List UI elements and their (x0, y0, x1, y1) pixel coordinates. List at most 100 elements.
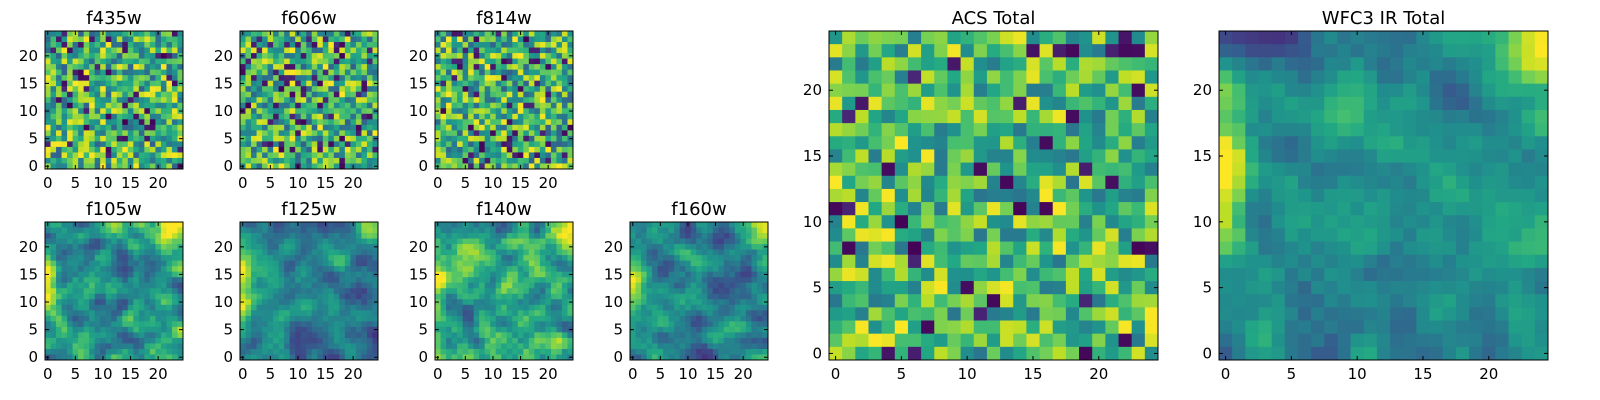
heatmap-cell (133, 146, 140, 153)
heatmap-cell (440, 326, 447, 333)
heatmap-cell (446, 75, 452, 82)
heatmap-cell (284, 238, 291, 245)
heatmap-cell (322, 141, 329, 148)
heatmap-cell (50, 343, 57, 350)
heatmap-cell (322, 277, 329, 284)
heatmap-cell (273, 222, 280, 228)
heatmap-cell (545, 233, 552, 239)
heatmap-cell (133, 277, 140, 284)
heatmap-cell (446, 146, 452, 153)
heatmap-cell (171, 222, 178, 228)
heatmap-cell (273, 130, 280, 137)
heatmap-cell (256, 108, 263, 115)
heatmap-cell (440, 293, 447, 300)
heatmap-cell (921, 31, 935, 45)
heatmap-cell (457, 31, 463, 37)
heatmap-cell (528, 80, 535, 87)
heatmap-cell (72, 152, 79, 159)
heatmap-cell (517, 75, 524, 82)
heatmap-cell (451, 86, 458, 93)
heatmap-cell (306, 157, 313, 164)
heatmap-cell (484, 343, 491, 350)
heatmap-cell (350, 47, 357, 54)
heatmap-cell (94, 337, 101, 344)
heatmap-cell (166, 75, 173, 82)
heatmap-cell (350, 80, 357, 87)
heatmap-cell (245, 348, 252, 355)
heatmap-cell (171, 249, 178, 256)
heatmap-cell (166, 130, 173, 137)
heatmap-cell (322, 119, 329, 126)
heatmap-cell (729, 227, 736, 234)
heatmap-cell (289, 152, 296, 159)
heatmap-cell (317, 249, 324, 256)
heatmap-cell (45, 130, 51, 137)
heatmap-cell (446, 157, 452, 164)
heatmap-cell (355, 282, 362, 289)
heatmap-cell (1131, 44, 1146, 58)
heatmap-cell (567, 315, 574, 322)
heatmap-cell (83, 310, 90, 317)
heatmap-cell (473, 260, 480, 267)
heatmap-cell (350, 157, 357, 164)
heatmap-cell (171, 310, 178, 317)
heatmap-cell (1013, 123, 1027, 137)
heatmap-cell (707, 332, 714, 339)
heatmap-cell (289, 97, 296, 104)
heatmap-cell (495, 86, 502, 93)
heatmap-cell (868, 215, 883, 229)
heatmap-cell (138, 348, 145, 355)
heatmap-cell (155, 310, 162, 317)
heatmap-cell (322, 69, 329, 76)
heatmap-cell (116, 293, 123, 300)
heatmap-cell (512, 255, 519, 262)
heatmap-cell (652, 277, 658, 284)
heatmap-cell (350, 53, 357, 59)
heatmap-cell (355, 288, 362, 295)
heatmap-cell (361, 266, 368, 273)
heatmap-cell (262, 119, 268, 126)
heatmap-cell (550, 102, 557, 109)
heatmap-cell (155, 135, 162, 142)
heatmap-cell (251, 86, 257, 93)
heatmap-cell (1000, 188, 1014, 203)
heatmap-cell (322, 255, 329, 262)
heatmap-cell (512, 157, 519, 164)
heatmap-cell (306, 91, 313, 98)
heatmap-cell (83, 288, 90, 295)
heatmap-cell (256, 266, 263, 273)
heatmap-cell (473, 31, 480, 37)
heatmap-cell (171, 266, 178, 273)
heatmap-cell (278, 332, 285, 339)
heatmap-cell (72, 80, 79, 87)
heatmap-cell (440, 53, 447, 59)
heatmap-cell (556, 310, 563, 317)
heatmap-cell (67, 47, 73, 54)
heatmap-cell (317, 277, 324, 284)
y-tick-label: 10 (19, 293, 38, 311)
heatmap-cell (83, 249, 90, 256)
heatmap-cell (83, 354, 90, 361)
heatmap-cell (567, 249, 574, 256)
heatmap-cell (138, 337, 145, 344)
heatmap-cell (177, 75, 184, 82)
heatmap-cell (1118, 188, 1133, 203)
heatmap-cell (240, 119, 246, 126)
heatmap-cell (539, 348, 546, 355)
heatmap-cell (155, 152, 162, 159)
heatmap-cell (484, 249, 491, 256)
heatmap-cell (56, 64, 62, 71)
heatmap-cell (333, 152, 340, 159)
heatmap-cell (50, 233, 57, 239)
heatmap-cell (539, 343, 546, 350)
heatmap-cell (495, 130, 502, 137)
heatmap-cell (262, 86, 268, 93)
heatmap-cell (133, 86, 140, 93)
heatmap-cell (344, 271, 351, 278)
heatmap-cell (1065, 109, 1080, 124)
heatmap-cell (300, 266, 307, 273)
heatmap-cell (127, 97, 134, 104)
heatmap-cell (105, 163, 112, 170)
heatmap-cell (295, 80, 302, 87)
